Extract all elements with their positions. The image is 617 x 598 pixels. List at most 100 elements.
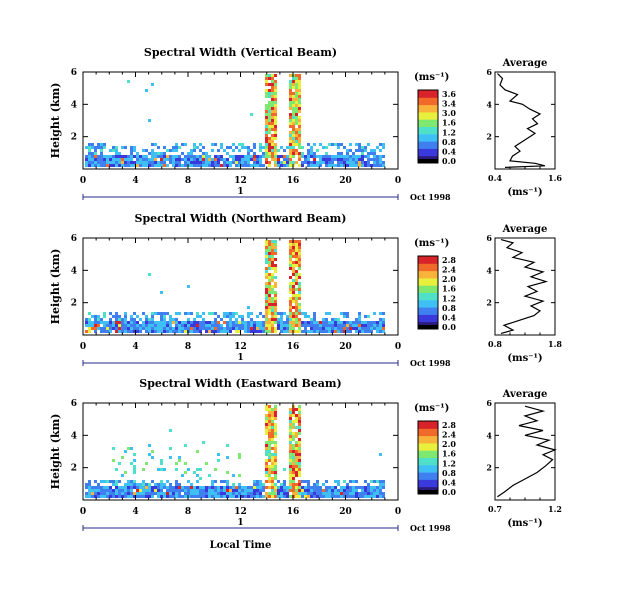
heatmap-cell — [127, 327, 130, 330]
heatmap-cell — [178, 158, 181, 161]
heatmap-cell — [145, 315, 148, 318]
colorbar-swatch — [418, 435, 438, 444]
heatmap-cell — [352, 489, 355, 492]
heatmap-cell — [373, 312, 376, 315]
heatmap-cell — [340, 155, 343, 158]
heatmap-cell — [106, 480, 109, 483]
y-tick-label: 2 — [71, 133, 77, 143]
heatmap-cell — [187, 489, 190, 492]
heatmap-cell — [85, 146, 88, 149]
heatmap-cell — [214, 480, 217, 483]
heatmap-cell — [331, 318, 334, 321]
heatmap-cell — [163, 312, 166, 315]
heatmap-cell — [271, 303, 274, 306]
heatmap-cell — [85, 158, 88, 161]
heatmap-cell — [256, 495, 259, 498]
heatmap-cell — [295, 104, 298, 107]
heatmap-cell — [265, 143, 268, 146]
heatmap-cell — [271, 116, 274, 119]
heatmap-cell — [265, 453, 268, 456]
heatmap-cell — [268, 453, 271, 456]
heatmap-cell — [265, 258, 268, 261]
heatmap-cell — [130, 330, 133, 333]
heatmap-cell — [268, 444, 271, 447]
heatmap-cell — [130, 480, 133, 483]
heatmap-cell — [292, 423, 295, 426]
heatmap-cell — [244, 492, 247, 495]
heatmap-cell — [358, 158, 361, 161]
x-axis-label: Local Time — [210, 540, 272, 551]
heatmap-cell — [100, 158, 103, 161]
heatmap-cell — [121, 164, 124, 167]
heatmap-cell — [268, 495, 271, 498]
heatmap-cell — [181, 158, 184, 161]
heatmap-cell — [241, 324, 244, 327]
heatmap-cell — [289, 327, 292, 330]
heatmap-cell — [346, 155, 349, 158]
colorbar-swatch — [418, 126, 438, 135]
heatmap-cell — [364, 164, 367, 167]
heatmap-cell — [274, 143, 277, 146]
heatmap-cell — [298, 95, 301, 98]
heatmap-cell — [268, 300, 271, 303]
heatmap-cell — [199, 477, 202, 480]
heatmap-cell — [250, 489, 253, 492]
heatmap-cell — [160, 161, 163, 164]
heatmap-cell — [175, 492, 178, 495]
heatmap-cell — [298, 291, 301, 294]
heatmap-cell — [349, 495, 352, 498]
heatmap-cell — [265, 107, 268, 110]
heatmap-cell — [187, 158, 190, 161]
heatmap-cell — [130, 324, 133, 327]
heatmap-cell — [337, 321, 340, 324]
colorbar-tick-label: 0.4 — [442, 312, 456, 322]
heatmap-cell — [190, 492, 193, 495]
heatmap-cell — [160, 321, 163, 324]
heatmap-cell — [145, 89, 148, 92]
heatmap-cell — [292, 465, 295, 468]
heatmap-cell — [238, 324, 241, 327]
heatmap-cell — [256, 486, 259, 489]
heatmap-cell — [370, 489, 373, 492]
heatmap-cell — [163, 486, 166, 489]
heatmap-cell — [232, 489, 235, 492]
heatmap-cell — [157, 330, 160, 333]
heatmap-cell — [169, 489, 172, 492]
heatmap-cell — [319, 486, 322, 489]
colorbar-tick-label: 2.8 — [442, 255, 456, 265]
heatmap-cell — [325, 152, 328, 155]
heatmap-cell — [295, 435, 298, 438]
heatmap-cell — [190, 486, 193, 489]
heatmap-cell — [379, 164, 382, 167]
heatmap-cell — [106, 161, 109, 164]
heatmap-cell — [124, 161, 127, 164]
heatmap-cell — [154, 327, 157, 330]
heatmap-cell — [307, 143, 310, 146]
heatmap-cell — [118, 318, 121, 321]
heatmap-cell — [103, 164, 106, 167]
heatmap-cell — [268, 468, 271, 471]
heatmap-cell — [304, 315, 307, 318]
heatmap-cell — [142, 495, 145, 498]
heatmap-cell — [265, 426, 268, 429]
heatmap-cell — [202, 152, 205, 155]
heatmap-cell — [298, 444, 301, 447]
heatmap-cell — [379, 155, 382, 158]
heatmap-cell — [349, 492, 352, 495]
heatmap-cell — [307, 164, 310, 167]
heatmap-cell — [142, 155, 145, 158]
heatmap-cell — [274, 477, 277, 480]
heatmap-cell — [238, 321, 241, 324]
heatmap-cell — [337, 327, 340, 330]
heatmap-cell — [157, 164, 160, 167]
heatmap-cell — [229, 330, 232, 333]
heatmap-cell — [289, 246, 292, 249]
heatmap-cell — [127, 321, 130, 324]
heatmap-cell — [229, 489, 232, 492]
heatmap-cell — [298, 306, 301, 309]
heatmap-cell — [274, 444, 277, 447]
heatmap-cell — [118, 330, 121, 333]
colorbar-tick-label: 0.0 — [442, 322, 456, 332]
heatmap-cell — [235, 161, 238, 164]
heatmap-cell — [226, 152, 229, 155]
